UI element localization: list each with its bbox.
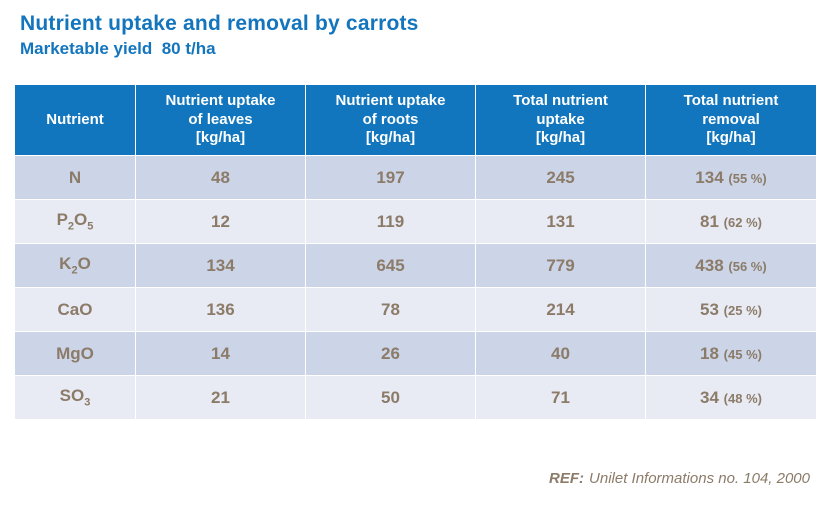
column-header: Nutrient — [14, 84, 136, 156]
nutrient-cell: SO3 — [14, 375, 136, 420]
removal-value: 53 — [700, 299, 724, 319]
value-cell-total-removal: 34 (48 %) — [645, 375, 817, 420]
value-cell-total-removal: 18 (45 %) — [645, 331, 817, 376]
column-header: Total nutrient removal [kg/ha] — [645, 84, 817, 156]
nutrient-cell: P2O5 — [14, 199, 136, 244]
value-cell-uptake-roots: 26 — [305, 331, 476, 376]
table-row: SO3 21 50 71 34 (48 %) — [14, 375, 817, 420]
value-cell-total-uptake: 40 — [475, 331, 646, 376]
page-title: Nutrient uptake and removal by carrots — [20, 12, 419, 35]
value-cell-uptake-leaves: 12 — [135, 199, 306, 244]
table-row: K2O 134 645 779 438 (56 %) — [14, 243, 817, 288]
nutrient-cell: MgO — [14, 331, 136, 376]
value-cell-total-removal: 438 (56 %) — [645, 243, 817, 288]
ref-text: Unilet Informations no. 104, 2000 — [589, 470, 810, 487]
value-cell-uptake-leaves: 136 — [135, 287, 306, 332]
table-row: MgO 14 26 40 18 (45 %) — [14, 331, 817, 376]
nutrient-cell: CaO — [14, 287, 136, 332]
value-cell-uptake-roots: 50 — [305, 375, 476, 420]
removal-percentage: (45 %) — [723, 346, 762, 362]
value-cell-total-removal: 134 (55 %) — [645, 155, 817, 200]
value-cell-uptake-leaves: 21 — [135, 375, 306, 420]
column-header: Total nutrient uptake [kg/ha] — [475, 84, 646, 156]
removal-percentage: (25 %) — [723, 302, 762, 318]
value-cell-total-uptake: 214 — [475, 287, 646, 332]
value-cell-total-uptake: 779 — [475, 243, 646, 288]
ref-label: REF: — [549, 470, 585, 487]
column-header: Nutrient uptake of roots [kg/ha] — [305, 84, 476, 156]
value-cell-uptake-roots: 119 — [305, 199, 476, 244]
title-block: Nutrient uptake and removal by carrots M… — [0, 0, 830, 59]
value-cell-total-removal: 53 (25 %) — [645, 287, 817, 332]
nutrient-cell: N — [14, 155, 136, 200]
nutrient-table: Nutrient Nutrient uptake of leaves [kg/ha… — [14, 84, 817, 420]
removal-percentage: (55 %) — [728, 170, 767, 186]
value-cell-uptake-roots: 197 — [305, 155, 476, 200]
removal-value: 18 — [700, 343, 724, 363]
value-cell-uptake-roots: 78 — [305, 287, 476, 332]
table-header-row: Nutrient Nutrient uptake of leaves [kg/ha… — [14, 84, 817, 156]
value-cell-uptake-leaves: 14 — [135, 331, 306, 376]
table-row: P2O5 12 119 131 81 (62 %) — [14, 199, 817, 244]
column-header: Nutrient uptake of leaves [kg/ha] — [135, 84, 306, 156]
table-row: N 48 197 245 134 (55 %) — [14, 155, 817, 200]
value-cell-uptake-leaves: 134 — [135, 243, 306, 288]
removal-value: 134 — [695, 167, 729, 187]
removal-value: 81 — [700, 211, 724, 231]
value-cell-uptake-roots: 645 — [305, 243, 476, 288]
table-header: Nutrient Nutrient uptake of leaves [kg/ha… — [14, 84, 817, 156]
value-cell-uptake-leaves: 48 — [135, 155, 306, 200]
removal-value: 438 — [695, 255, 729, 275]
page-subtitle: Marketable yield 80 t/ha — [20, 39, 216, 58]
removal-percentage: (62 %) — [723, 214, 762, 230]
table-row: CaO 136 78 214 53 (25 %) — [14, 287, 817, 332]
value-cell-total-uptake: 245 — [475, 155, 646, 200]
removal-value: 34 — [700, 387, 724, 407]
value-cell-total-uptake: 71 — [475, 375, 646, 420]
nutrient-cell: K2O — [14, 243, 136, 288]
table-body: N 48 197 245 134 (55 %) P2O5 12 119 131 81 (62 %)… — [14, 155, 817, 420]
reference-note: REF: Unilet Informations no. 104, 2000 — [549, 470, 810, 487]
removal-percentage: (56 %) — [728, 258, 767, 274]
removal-percentage: (48 %) — [723, 390, 762, 406]
value-cell-total-removal: 81 (62 %) — [645, 199, 817, 244]
value-cell-total-uptake: 131 — [475, 199, 646, 244]
